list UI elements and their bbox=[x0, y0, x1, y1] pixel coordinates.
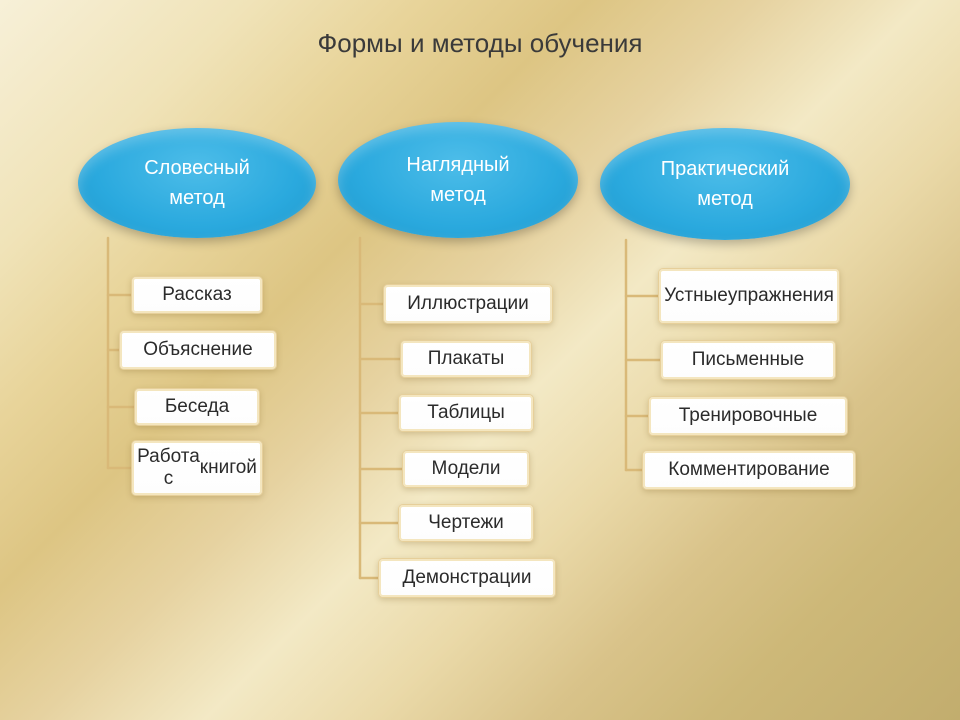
box-label-line: Работа с bbox=[137, 446, 200, 490]
method-item-box: Таблицы bbox=[398, 394, 534, 432]
method-item-box: Тренировочные bbox=[648, 396, 848, 436]
box-label-line: Демонстрации bbox=[402, 567, 531, 589]
ellipse-label-line: Словесный bbox=[144, 153, 250, 183]
method-item-box: Плакаты bbox=[400, 340, 532, 378]
box-label-line: Плакаты bbox=[428, 348, 505, 370]
method-item-box: Рассказ bbox=[131, 276, 263, 314]
ellipse-label-line: метод bbox=[697, 184, 753, 214]
method-item-box: Комментирование bbox=[642, 450, 856, 490]
box-label-line: книгой bbox=[200, 457, 257, 479]
method-item-box: Устныеупражнения bbox=[658, 268, 840, 324]
method-item-box: Письменные bbox=[660, 340, 836, 380]
box-label-line: Объяснение bbox=[143, 339, 252, 361]
box-label-line: Чертежи bbox=[428, 512, 504, 534]
method-item-box: Беседа bbox=[134, 388, 260, 426]
ellipse-label-line: метод bbox=[430, 180, 486, 210]
method-item-box: Демонстрации bbox=[378, 558, 556, 598]
box-label-line: упражнения bbox=[728, 285, 834, 307]
box-label-line: Таблицы bbox=[427, 402, 505, 424]
method-item-box: Иллюстрации bbox=[383, 284, 553, 324]
box-label-line: Иллюстрации bbox=[407, 293, 529, 315]
box-label-line: Рассказ bbox=[162, 284, 231, 306]
method-ellipse: Практическийметод bbox=[600, 128, 850, 240]
box-label-line: Беседа bbox=[165, 396, 229, 418]
box-label-line: Модели bbox=[432, 458, 501, 480]
ellipse-label-line: Практический bbox=[661, 154, 790, 184]
ellipse-label-line: Наглядный bbox=[406, 150, 509, 180]
box-label-line: Устные bbox=[664, 285, 728, 307]
ellipse-label-line: метод bbox=[169, 183, 225, 213]
method-item-box: Объяснение bbox=[119, 330, 277, 370]
method-ellipse: Наглядныйметод bbox=[338, 122, 578, 238]
method-item-box: Модели bbox=[402, 450, 530, 488]
page-title: Формы и методы обучения bbox=[0, 28, 960, 59]
box-label-line: Тренировочные bbox=[679, 405, 818, 427]
method-item-box: Чертежи bbox=[398, 504, 534, 542]
box-label-line: Письменные bbox=[692, 349, 805, 371]
method-ellipse: Словесныйметод bbox=[78, 128, 316, 238]
box-label-line: Комментирование bbox=[668, 459, 829, 481]
method-item-box: Работа скнигой bbox=[131, 440, 263, 496]
